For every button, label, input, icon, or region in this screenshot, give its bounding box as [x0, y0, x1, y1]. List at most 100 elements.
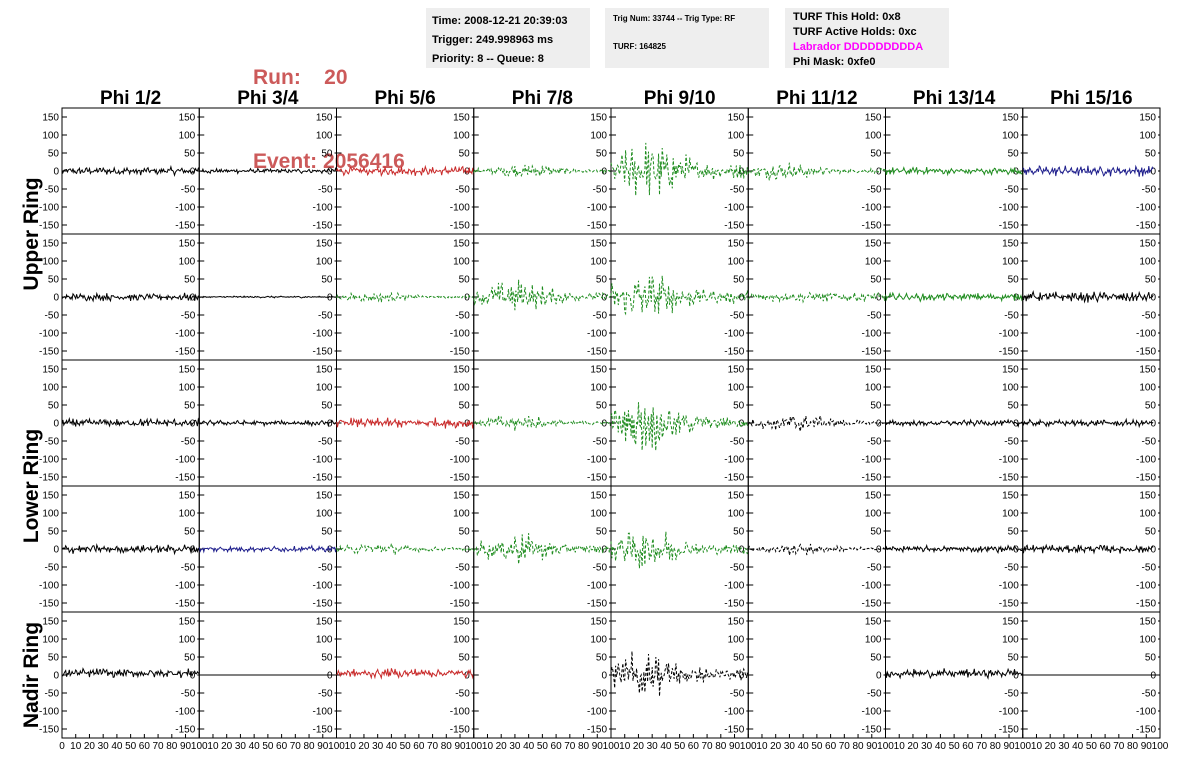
x-tick-label: 80	[990, 741, 1002, 752]
y-tick-label: 50	[459, 275, 471, 286]
y-tick-label: 50	[1008, 275, 1020, 286]
y-tick-label: -50	[1142, 437, 1157, 448]
y-tick-label: 150	[1002, 365, 1019, 376]
y-tick-label: 50	[1145, 275, 1157, 286]
y-tick-label: 0	[1013, 419, 1019, 430]
y-tick-label: -50	[455, 437, 470, 448]
y-tick-label: 100	[1002, 383, 1019, 394]
y-tick-label: 100	[865, 131, 882, 142]
x-tick-label: 90	[317, 741, 329, 752]
y-tick-label: 150	[453, 365, 470, 376]
waveform-trace	[1022, 543, 1154, 555]
panel-r4-c8: -150 -100 -50 0 50 100 150	[1022, 485, 1161, 613]
y-tick-label: -50	[455, 689, 470, 700]
x-tick-label: 20	[633, 741, 645, 752]
y-tick-label: 50	[321, 527, 333, 538]
waveform-trace	[747, 414, 886, 432]
y-tick-label: -150	[861, 725, 881, 736]
waveform-trace	[473, 533, 612, 565]
y-tick-label: -50	[318, 563, 333, 574]
y-tick-label: 0	[739, 419, 745, 430]
phi-mask-text: Phi Mask: 0xfe0	[793, 56, 876, 68]
y-tick-label: -150	[587, 347, 607, 358]
x-tick-label: 10	[207, 741, 219, 752]
y-tick-label: 150	[1002, 239, 1019, 250]
x-tick-label: 100	[877, 741, 894, 752]
x-tick-label: 20	[1045, 741, 1057, 752]
y-tick-label: 0	[876, 167, 882, 178]
y-tick-label: -150	[999, 221, 1019, 232]
panel-r1-c4: -150 -100 -50 0 50 100 150	[473, 107, 612, 235]
y-tick-label: -150	[1136, 599, 1156, 610]
y-tick-label: 0	[53, 671, 59, 682]
y-tick-label: -50	[318, 437, 333, 448]
y-tick-label: 50	[733, 275, 745, 286]
y-tick-label: -50	[181, 563, 196, 574]
y-tick-label: -50	[45, 437, 60, 448]
x-tick-label: 20	[221, 741, 233, 752]
y-tick-label: 150	[728, 491, 745, 502]
y-tick-label: -100	[39, 581, 59, 592]
y-tick-label: -50	[1142, 185, 1157, 196]
y-tick-label: -100	[1136, 203, 1156, 214]
y-tick-label: 150	[1002, 491, 1019, 502]
y-tick-label: 150	[316, 617, 333, 628]
y-tick-label: -150	[39, 473, 59, 484]
y-tick-label: -100	[724, 455, 744, 466]
x-tick-label: 30	[1058, 741, 1070, 752]
y-tick-label: 50	[459, 653, 471, 664]
y-tick-label: 150	[728, 113, 745, 124]
x-tick-label: 90	[1003, 741, 1015, 752]
x-tick-label: 10	[756, 741, 768, 752]
x-tick-label: 50	[1086, 741, 1098, 752]
x-tick-label: 90	[729, 741, 741, 752]
x-tick-label: 100	[328, 741, 345, 752]
y-tick-label: -150	[999, 725, 1019, 736]
waveform-trace	[199, 295, 337, 299]
x-tick-label: 80	[715, 741, 727, 752]
waveform-trace	[336, 164, 475, 178]
column-header-6: Phi 11/12	[776, 88, 857, 109]
column-header-8: Phi 15/16	[1050, 88, 1132, 109]
x-tick-label: 60	[413, 741, 425, 752]
y-tick-label: 150	[1139, 491, 1156, 502]
y-tick-label: -150	[175, 347, 195, 358]
y-tick-label: 0	[876, 545, 882, 556]
x-tick-label: 60	[962, 741, 974, 752]
y-tick-label: 150	[1139, 365, 1156, 376]
y-tick-label: 150	[1002, 617, 1019, 628]
x-tick-label: 60	[1100, 741, 1112, 752]
y-tick-label: 0	[53, 293, 59, 304]
y-tick-label: 150	[1139, 239, 1156, 250]
y-tick-label: -100	[312, 203, 332, 214]
y-tick-label: 50	[596, 653, 608, 664]
waveform-trace	[61, 416, 200, 428]
turf-info-box: TURF This Hold: 0x8 TURF Active Holds: 0…	[785, 8, 949, 68]
y-tick-label: 150	[179, 239, 196, 250]
y-tick-label: 0	[601, 167, 607, 178]
y-tick-label: 0	[1150, 671, 1156, 682]
y-tick-label: 0	[464, 293, 470, 304]
y-tick-label: 150	[1139, 617, 1156, 628]
panel-r4-c2: -150 -100 -50 0 50 100 150	[198, 485, 337, 613]
x-tick-label: 10	[894, 741, 906, 752]
y-tick-label: -50	[181, 689, 196, 700]
x-tick-label: 70	[290, 741, 302, 752]
y-tick-label: -100	[312, 581, 332, 592]
x-tick-label: 90	[180, 741, 192, 752]
y-tick-label: -100	[450, 203, 470, 214]
y-tick-label: 50	[870, 653, 882, 664]
y-tick-label: -150	[861, 347, 881, 358]
y-tick-label: -100	[861, 707, 881, 718]
x-tick-label: 20	[358, 741, 370, 752]
y-tick-label: -100	[587, 203, 607, 214]
y-tick-label: 50	[184, 401, 196, 412]
y-tick-label: 50	[184, 653, 196, 664]
y-tick-label: -50	[181, 437, 196, 448]
panel-r2-c3: -150 -100 -50 0 50 100 150	[336, 233, 475, 361]
x-tick-label: 100	[465, 741, 482, 752]
y-tick-label: 100	[42, 509, 59, 520]
y-tick-label: 100	[728, 509, 745, 520]
y-tick-label: 50	[321, 401, 333, 412]
waveform-trace	[473, 415, 612, 431]
